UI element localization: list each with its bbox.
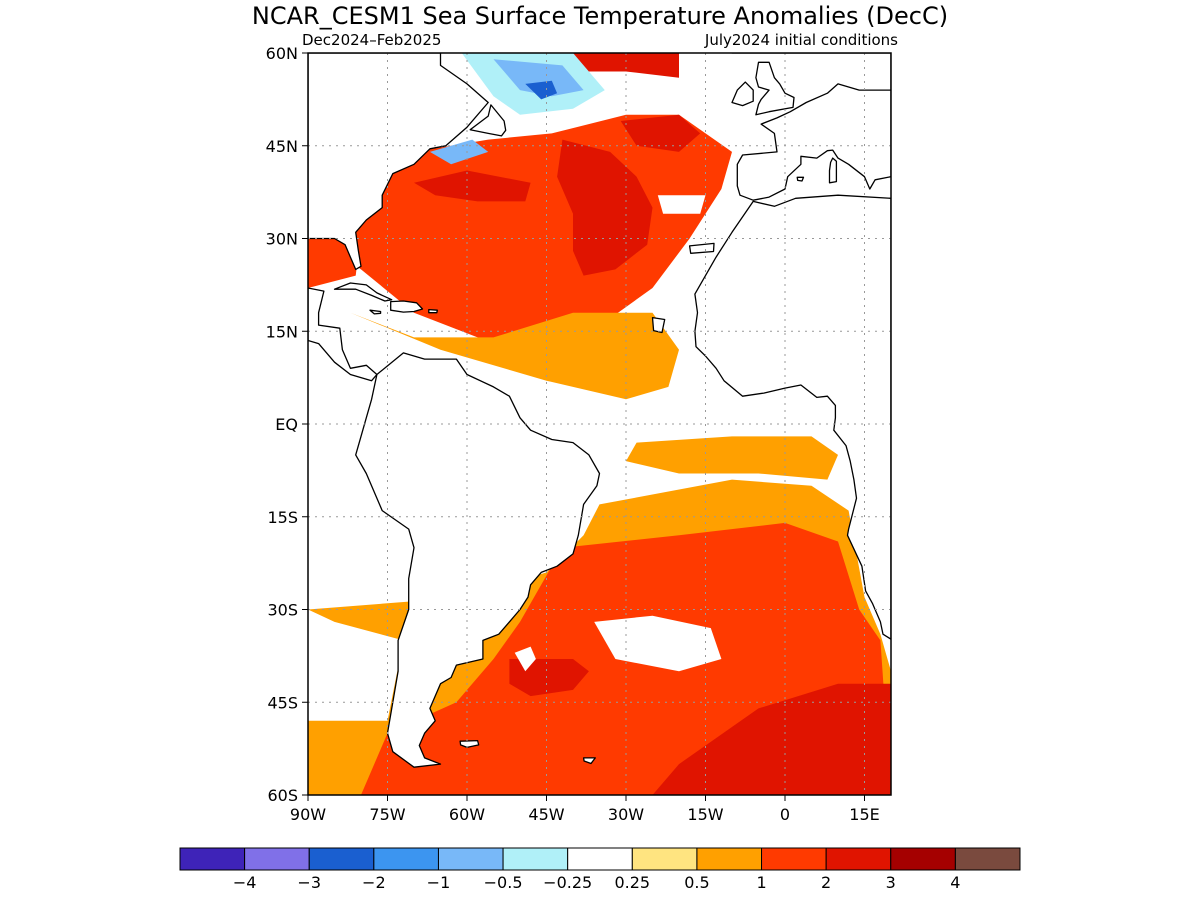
- colorbar-label: −4: [233, 873, 257, 892]
- colorbar-swatch: [308, 847, 375, 871]
- landmass-newfoundland: [469, 104, 507, 137]
- anomaly-region-guinea-gulf-mild: [626, 436, 838, 480]
- init-conditions-label: July2024 initial conditions: [704, 31, 898, 49]
- season-label: Dec2024–Feb2025: [302, 31, 441, 49]
- colorbar-label: 0.25: [614, 873, 650, 892]
- colorbar-swatch: [567, 847, 633, 871]
- colorbar-swatch: [373, 847, 439, 871]
- colorbar: −4 −3 −2 −1 −0.5 −0.25 0.25 0.5 1 2 3 4: [179, 847, 1021, 892]
- colorbar-label: −0.25: [543, 873, 592, 892]
- x-tick-label: 0: [780, 805, 790, 824]
- x-tick-label: 45W: [528, 805, 564, 824]
- landmass-cape-verde: [651, 316, 666, 334]
- colorbar-label: 2: [821, 873, 831, 892]
- y-tick-label: 30N: [266, 230, 298, 249]
- y-tick-label: EQ: [275, 415, 298, 434]
- map-plot-area: [307, 52, 892, 796]
- colorbar-label: 0.5: [684, 873, 709, 892]
- x-tick-label: 60W: [449, 805, 485, 824]
- colorbar-label: −0.5: [484, 873, 523, 892]
- colorbar-label: −3: [297, 873, 321, 892]
- anomaly-region-brazil-malvinas-hot: [509, 659, 589, 697]
- landmass-great-britain: [755, 61, 795, 116]
- land-layer: [308, 53, 891, 768]
- landmass-europe: [731, 53, 891, 201]
- x-axis: 90W 75W 60W 45W 30W 15W 0 15E: [290, 795, 880, 824]
- x-tick-label: 15W: [687, 805, 723, 824]
- anomaly-region-pacific-coast-cool: [308, 386, 356, 480]
- anomaly-region-brazil-coast-cool: [514, 646, 536, 672]
- x-tick-label: 30W: [608, 805, 644, 824]
- colorbar-label: −1: [427, 873, 451, 892]
- chart-title: NCAR_CESM1 Sea Surface Temperature Anoma…: [252, 2, 948, 30]
- y-tick-label: 45N: [266, 137, 298, 156]
- anomaly-region-north-atlantic-hot: [557, 139, 653, 276]
- anomaly-region-tropical-band-mild: [350, 312, 679, 400]
- landmass-falklands: [459, 739, 480, 749]
- colorbar-swatch: [244, 847, 310, 871]
- colorbar-label: 4: [950, 873, 960, 892]
- colorbar-swatch: [631, 847, 698, 871]
- y-tick-label: 30S: [267, 601, 298, 620]
- landmass-canaries: [688, 242, 715, 254]
- colorbar-swatch: [502, 847, 569, 871]
- x-tick-label: 75W: [369, 805, 405, 824]
- anomaly-region-subpolar-hot: [573, 53, 679, 78]
- landmass-hispaniola: [390, 300, 424, 313]
- landmass-ireland: [731, 81, 754, 107]
- landmass-balearics: [796, 176, 805, 182]
- landmass-corsica-sardinia: [828, 157, 838, 184]
- colorbar-swatch: [825, 847, 892, 871]
- y-tick-label: 45S: [267, 693, 298, 712]
- landmass-jamaica: [369, 309, 382, 315]
- colorbar-swatch: [696, 847, 763, 871]
- colorbar-label: 1: [756, 873, 766, 892]
- y-tick-label: 15N: [266, 322, 298, 341]
- anomaly-region-northeast-hot: [620, 114, 701, 152]
- colorbar-label: 3: [886, 873, 896, 892]
- colorbar-swatch: [761, 847, 827, 871]
- anomaly-region-south-cool-patch: [594, 615, 722, 672]
- colorbar-swatch: [954, 847, 1021, 871]
- anomaly-region-labrador-colder: [493, 59, 584, 97]
- y-axis: 60N 45N 30N 15N EQ 15S 30S 45S 60S: [266, 44, 308, 805]
- landmass-cuba: [333, 282, 393, 302]
- anomaly-region-iberia-cold: [747, 121, 770, 146]
- landmass-south-georgia: [582, 757, 596, 765]
- y-tick-label: 15S: [267, 508, 298, 527]
- anomaly-region-south-hot-plume: [652, 683, 891, 795]
- colorbar-swatch: [437, 847, 504, 871]
- landmass-south-america: [355, 352, 601, 768]
- landmass-north-america: [308, 53, 489, 271]
- anomaly-field-layer: [308, 53, 891, 795]
- anomaly-region-north-atlantic-hot-2: [414, 170, 531, 202]
- x-tick-label: 90W: [290, 805, 326, 824]
- landmass-puerto-rico: [428, 308, 438, 314]
- colorbar-swatch: [179, 847, 246, 871]
- landmass-central-america: [308, 287, 378, 382]
- colorbar-swatch: [890, 847, 956, 871]
- anomaly-region-newfoundland-cold: [429, 139, 489, 165]
- y-tick-label: 60S: [267, 786, 298, 805]
- x-tick-label: 15E: [849, 805, 879, 824]
- anomaly-region-azores-cool: [657, 195, 706, 214]
- y-tick-label: 60N: [266, 44, 298, 63]
- colorbar-label: −2: [362, 873, 386, 892]
- anomaly-region-labrador-core: [525, 80, 558, 100]
